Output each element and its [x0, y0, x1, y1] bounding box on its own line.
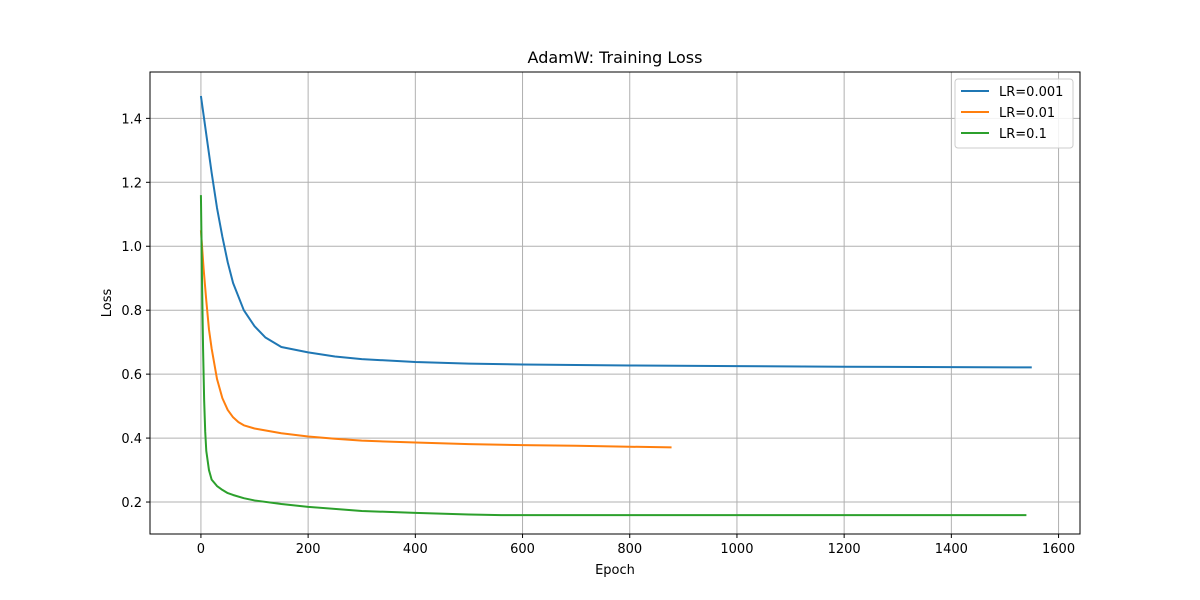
x-tick-label: 1200	[828, 542, 861, 557]
x-tick-label: 1400	[935, 542, 968, 557]
legend-box	[954, 78, 1074, 149]
grid	[150, 72, 1080, 534]
series-line-1	[199, 95, 1032, 369]
x-tick-label: 200	[296, 542, 321, 557]
x-tick-label: 400	[403, 542, 428, 557]
chart-title: AdamW: Training Loss	[528, 48, 703, 67]
legend-label: LR=0.01	[999, 106, 1055, 121]
x-tick-label: 0	[197, 542, 205, 557]
y-tick-label: 0.2	[121, 496, 142, 511]
legend: LR=0.001 LR=0.01 LR=0.1	[954, 78, 1074, 149]
y-tick-label: 0.6	[121, 368, 142, 383]
y-axis-label: Loss	[100, 289, 115, 318]
x-tick-label: 800	[617, 542, 642, 557]
series-line-3	[199, 195, 1027, 517]
series-line-2	[199, 230, 672, 449]
legend-label: LR=0.1	[999, 127, 1047, 142]
x-tick-label: 1600	[1042, 542, 1075, 557]
axis-ticks: 0 200 400 600 800 1000 1200 1400 1600 0.2 0.4 0.6 0.…	[121, 112, 1075, 557]
legend-label: LR=0.001	[999, 85, 1063, 100]
y-tick-label: 1.4	[121, 112, 142, 127]
x-tick-label: 600	[510, 542, 535, 557]
y-tick-label: 0.8	[121, 304, 142, 319]
x-axis-label: Epoch	[595, 563, 635, 578]
y-tick-label: 1.2	[121, 176, 142, 191]
y-tick-label: 1.0	[121, 240, 142, 255]
y-tick-label: 0.4	[121, 432, 142, 447]
series-lines	[199, 95, 1032, 517]
plot-frame	[149, 71, 1081, 535]
x-tick-label: 1000	[720, 542, 753, 557]
